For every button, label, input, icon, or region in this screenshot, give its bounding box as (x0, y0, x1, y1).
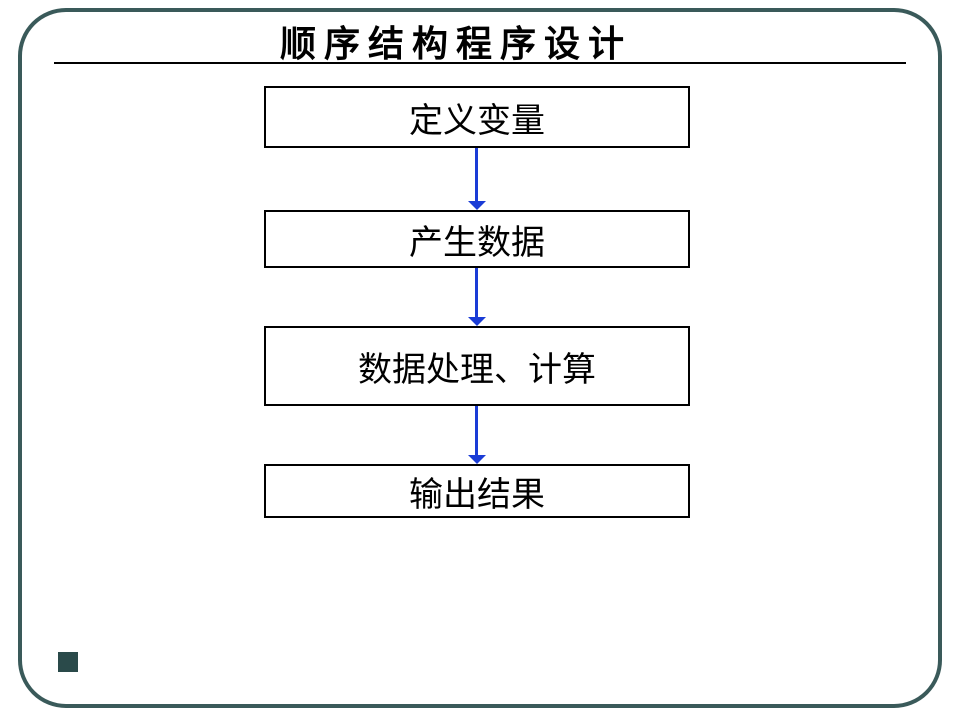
arrow-head-icon (468, 455, 486, 464)
title-underline (54, 62, 906, 64)
flowchart-node-label: 输出结果 (409, 467, 545, 516)
flowchart-node: 数据处理、计算 (264, 326, 690, 406)
flowchart-node-label: 数据处理、计算 (358, 342, 596, 391)
flowchart-node: 产生数据 (264, 210, 690, 268)
arrow-head-icon (468, 201, 486, 210)
arrow-head-icon (468, 317, 486, 326)
flowchart-node-label: 产生数据 (409, 215, 545, 264)
flowchart-arrow (475, 148, 478, 201)
flowchart-node: 输出结果 (264, 464, 690, 518)
corner-bullet-icon (58, 652, 78, 672)
page-title: 顺序结构程序设计 (280, 15, 632, 67)
flowchart-arrow (475, 406, 478, 455)
flowchart-node-label: 定义变量 (409, 93, 545, 142)
flowchart-node: 定义变量 (264, 86, 690, 148)
flowchart-arrow (475, 268, 478, 317)
